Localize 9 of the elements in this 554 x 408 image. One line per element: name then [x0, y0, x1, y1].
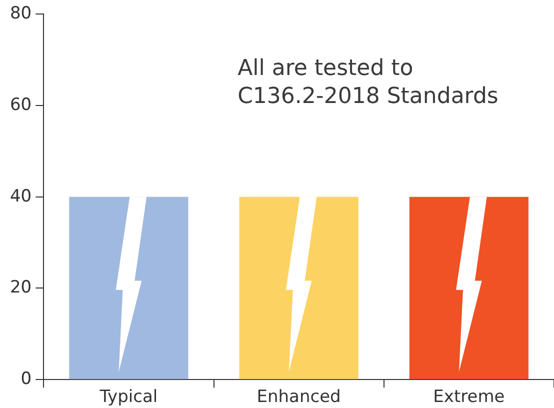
- y-tick-label: 80: [10, 4, 32, 24]
- y-tick-label: 0: [20, 369, 32, 390]
- y-tick-label: 20: [10, 278, 32, 298]
- y-tick-label: 40: [10, 186, 32, 206]
- x-tick-label: Extreme: [433, 387, 505, 408]
- x-tick-label: Enhanced: [256, 387, 341, 408]
- x-tick-label: Typical: [98, 387, 158, 408]
- annotation: All are tested to C136.2-2018 Standards: [238, 56, 498, 109]
- y-tick-label: 60: [10, 94, 32, 115]
